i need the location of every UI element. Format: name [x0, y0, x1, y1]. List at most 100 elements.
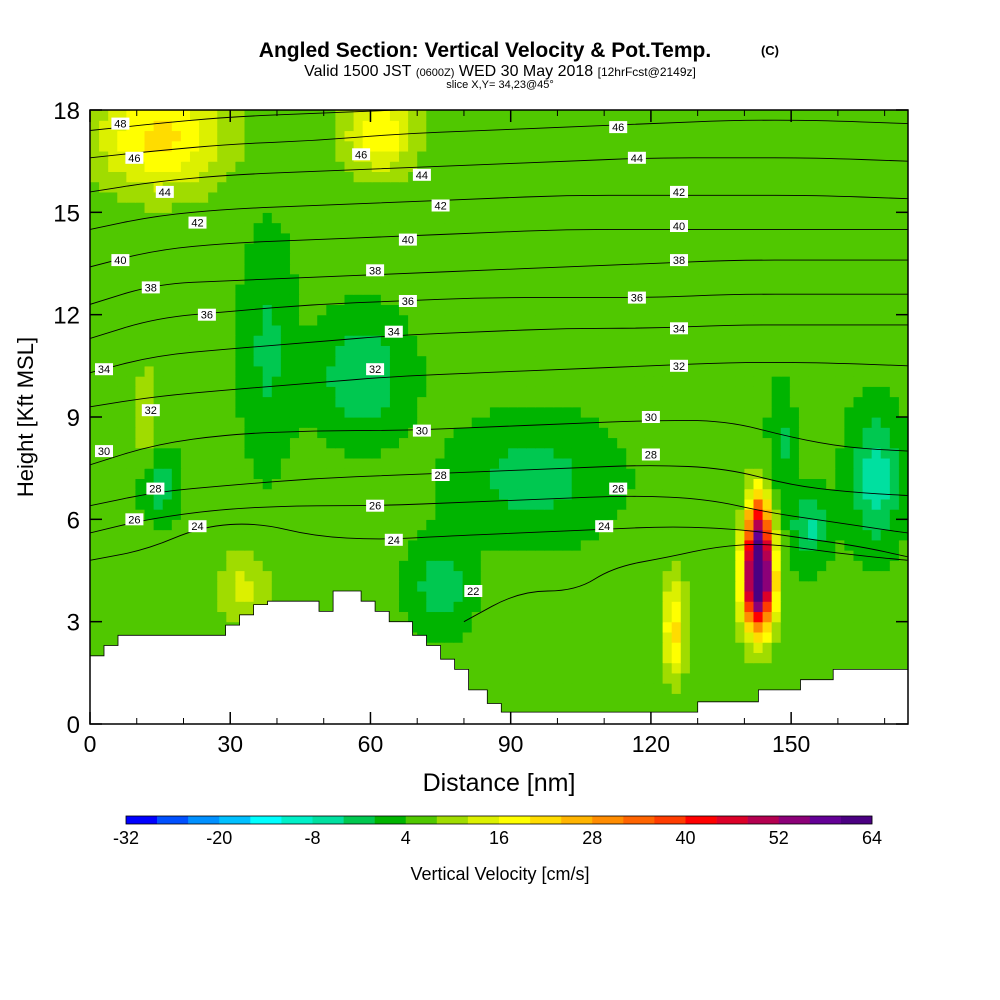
velocity-cell — [253, 324, 264, 336]
velocity-cell — [835, 642, 845, 653]
velocity-cell — [353, 498, 364, 510]
velocity-cell — [435, 191, 446, 203]
velocity-cell — [526, 662, 536, 674]
velocity-cell — [108, 294, 118, 306]
velocity-cell — [689, 396, 700, 408]
velocity-cell — [753, 191, 764, 203]
velocity-cell — [653, 273, 664, 285]
velocity-cell — [744, 611, 755, 623]
velocity-cell — [171, 406, 182, 418]
velocity-cell — [562, 672, 573, 684]
velocity-cell — [508, 161, 518, 172]
velocity-cell — [753, 273, 764, 285]
velocity-cell — [889, 468, 900, 479]
velocity-cell — [626, 652, 636, 664]
velocity-cell — [471, 253, 482, 265]
velocity-cell — [526, 304, 536, 316]
velocity-cell — [489, 417, 500, 428]
velocity-cell — [462, 273, 473, 285]
velocity-cell — [417, 570, 427, 582]
velocity-cell — [844, 191, 855, 203]
velocity-cell — [671, 539, 682, 551]
velocity-cell — [471, 171, 482, 183]
velocity-cell — [671, 683, 682, 694]
velocity-cell — [735, 243, 745, 254]
velocity-cell — [217, 283, 227, 295]
velocity-cell — [680, 672, 691, 684]
velocity-cell — [726, 386, 736, 398]
velocity-cell — [489, 253, 500, 265]
velocity-cell — [471, 437, 482, 449]
velocity-cell — [126, 621, 137, 633]
vertical-velocity-field — [90, 110, 908, 724]
velocity-cell — [544, 202, 555, 213]
velocity-cell — [871, 345, 882, 357]
velocity-cell — [680, 263, 691, 275]
velocity-cell — [635, 642, 646, 653]
velocity-cell — [580, 222, 591, 234]
velocity-cell — [589, 683, 600, 694]
velocity-cell — [698, 161, 709, 172]
velocity-cell — [508, 693, 518, 705]
velocity-cell — [717, 468, 727, 479]
velocity-cell — [435, 417, 446, 428]
velocity-cell — [535, 468, 546, 479]
velocity-cell — [735, 263, 745, 275]
velocity-cell — [435, 253, 446, 265]
velocity-cell — [371, 560, 382, 572]
velocity-cell — [589, 580, 600, 592]
velocity-cell — [289, 253, 300, 265]
velocity-cell — [289, 171, 300, 183]
velocity-cell — [744, 355, 755, 367]
velocity-cell — [299, 539, 309, 551]
velocity-cell — [499, 417, 509, 428]
velocity-cell — [835, 181, 845, 193]
velocity-cell — [235, 457, 246, 469]
velocity-cell — [199, 611, 209, 623]
velocity-cell — [90, 427, 100, 439]
velocity-cell — [335, 550, 346, 561]
velocity-cell — [580, 355, 591, 367]
velocity-cell — [762, 324, 773, 336]
velocity-cell — [389, 181, 400, 193]
velocity-cell — [689, 273, 700, 285]
velocity-cell — [417, 181, 427, 193]
velocity-cell — [853, 427, 864, 439]
velocity-cell — [608, 611, 618, 623]
velocity-cell — [508, 642, 518, 653]
velocity-cell — [717, 642, 727, 653]
velocity-cell — [480, 437, 491, 449]
velocity-cell — [99, 478, 109, 490]
velocity-cell — [335, 406, 346, 418]
velocity-cell — [453, 529, 464, 541]
velocity-cell — [671, 662, 682, 674]
velocity-cell — [726, 570, 736, 582]
velocity-cell — [598, 672, 609, 684]
velocity-cell — [299, 386, 309, 398]
velocity-cell — [817, 478, 827, 490]
velocity-cell — [435, 365, 446, 377]
velocity-cell — [526, 335, 536, 346]
velocity-cell — [726, 519, 736, 531]
velocity-cell — [762, 294, 773, 306]
velocity-cell — [144, 601, 155, 613]
velocity-cell — [217, 386, 227, 398]
velocity-cell — [389, 222, 400, 234]
velocity-cell — [353, 560, 364, 572]
velocity-cell — [571, 294, 582, 306]
velocity-cell — [226, 550, 237, 561]
velocity-cell — [289, 314, 300, 326]
velocity-cell — [898, 273, 908, 285]
velocity-cell — [462, 488, 473, 500]
velocity-cell — [453, 417, 464, 428]
velocity-cell — [698, 457, 709, 469]
velocity-cell — [735, 365, 745, 377]
velocity-cell — [580, 437, 591, 449]
velocity-cell — [244, 294, 255, 306]
velocity-cell — [744, 550, 755, 561]
velocity-cell — [744, 376, 755, 387]
velocity-cell — [326, 191, 336, 203]
velocity-cell — [362, 294, 373, 306]
velocity-cell — [90, 417, 100, 428]
velocity-cell — [462, 212, 473, 224]
